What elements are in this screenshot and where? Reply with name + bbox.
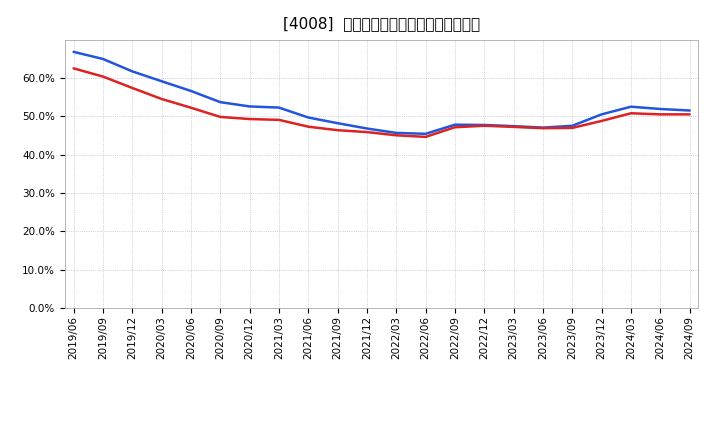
固定長期適合率 [274, 117, 283, 122]
固定比率 [128, 69, 137, 74]
固定長期適合率 [69, 66, 78, 71]
Line: 固定比率: 固定比率 [73, 52, 690, 134]
固定長期適合率 [392, 132, 400, 138]
固定長期適合率 [598, 118, 606, 124]
固定比率 [304, 115, 312, 120]
固定比率 [480, 122, 489, 128]
固定長期適合率 [304, 124, 312, 129]
固定比率 [392, 130, 400, 136]
固定長期適合率 [421, 134, 430, 139]
固定長期適合率 [246, 117, 254, 122]
固定比率 [274, 105, 283, 110]
Title: [4008]  固定比率、固定長期適合率の推移: [4008] 固定比率、固定長期適合率の推移 [283, 16, 480, 32]
固定比率 [656, 106, 665, 112]
固定比率 [421, 131, 430, 136]
固定比率 [568, 123, 577, 128]
固定長期適合率 [539, 125, 547, 131]
固定比率 [69, 49, 78, 55]
固定長期適合率 [186, 105, 195, 110]
固定長期適合率 [216, 114, 225, 120]
固定長期適合率 [568, 125, 577, 131]
固定比率 [451, 122, 459, 127]
固定長期適合率 [363, 129, 372, 135]
固定比率 [626, 104, 635, 109]
固定長期適合率 [626, 110, 635, 116]
固定比率 [186, 88, 195, 94]
固定長期適合率 [99, 74, 107, 79]
固定比率 [509, 124, 518, 129]
固定長期適合率 [451, 125, 459, 130]
固定長期適合率 [509, 124, 518, 129]
固定長期適合率 [333, 128, 342, 133]
固定比率 [157, 79, 166, 84]
固定長期適合率 [157, 96, 166, 102]
固定比率 [685, 108, 694, 113]
固定比率 [363, 126, 372, 131]
固定長期適合率 [656, 112, 665, 117]
固定長期適合率 [128, 85, 137, 91]
固定比率 [99, 56, 107, 62]
固定比率 [539, 125, 547, 130]
固定比率 [333, 121, 342, 126]
固定長期適合率 [685, 112, 694, 117]
固定比率 [216, 99, 225, 105]
固定比率 [598, 112, 606, 117]
固定比率 [246, 104, 254, 109]
Line: 固定長期適合率: 固定長期適合率 [73, 68, 690, 137]
固定長期適合率 [480, 123, 489, 128]
